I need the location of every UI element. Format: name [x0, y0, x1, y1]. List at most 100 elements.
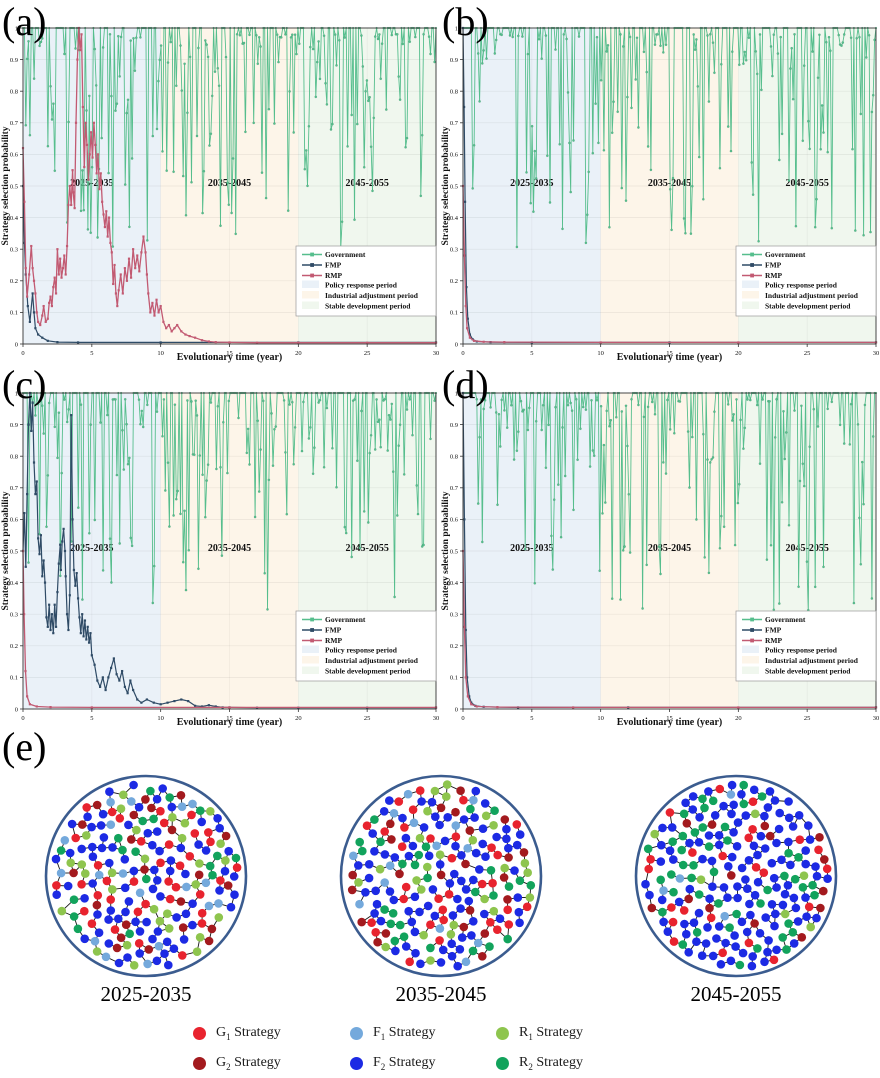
svg-text:0.1: 0.1	[10, 675, 18, 682]
f2-strategy-dot	[350, 1056, 363, 1070]
svg-text:0.6: 0.6	[10, 152, 19, 159]
svg-text:0: 0	[15, 706, 18, 713]
svg-text:0.5: 0.5	[450, 548, 458, 555]
svg-text:Evolutionary time (year): Evolutionary time (year)	[177, 352, 283, 363]
svg-text:Policy response period: Policy response period	[325, 646, 398, 655]
svg-text:0.9: 0.9	[450, 422, 458, 429]
r2-strategy-dot	[496, 1056, 509, 1070]
svg-text:Stable development period: Stable development period	[325, 667, 411, 676]
svg-text:Stable development period: Stable development period	[765, 667, 851, 676]
svg-text:Government: Government	[765, 250, 806, 259]
svg-text:0.7: 0.7	[10, 120, 19, 127]
network-period-label: 2025-2035	[100, 982, 192, 1006]
svg-text:25: 25	[804, 715, 811, 722]
svg-text:Evolutionary time (year): Evolutionary time (year)	[177, 717, 283, 728]
svg-text:2035-2045: 2035-2045	[208, 543, 251, 554]
svg-text:0.2: 0.2	[10, 643, 18, 650]
strategy-legend-item-g2: G2 Strategy	[193, 1054, 281, 1072]
svg-text:0: 0	[461, 715, 464, 722]
svg-text:30: 30	[873, 715, 880, 722]
svg-text:0.4: 0.4	[10, 215, 19, 222]
svg-text:RMP: RMP	[325, 271, 342, 280]
svg-text:20: 20	[735, 715, 742, 722]
svg-text:FMP: FMP	[765, 261, 782, 270]
panel-letter-c: (c)	[2, 362, 47, 407]
svg-text:2025-2035: 2025-2035	[510, 543, 553, 554]
svg-text:0.4: 0.4	[10, 580, 19, 587]
panel-letter-b: (b)	[442, 0, 489, 44]
svg-text:0.4: 0.4	[450, 580, 459, 587]
svg-text:0.8: 0.8	[450, 454, 458, 461]
svg-text:Strategy selection probability: Strategy selection probability	[1, 126, 11, 245]
svg-text:2045-2055: 2045-2055	[345, 543, 388, 554]
panel-c: (c) 2025-2035 2035-2045 2045-2055 0 5 10 15 20 2…	[0, 365, 440, 730]
svg-text:0.7: 0.7	[10, 485, 19, 492]
svg-text:15: 15	[666, 715, 673, 722]
svg-text:0: 0	[461, 350, 464, 357]
svg-text:30: 30	[433, 350, 440, 357]
panel-a: (a) 2025-2035 2035-2045 2045-2055 0 5 10 15 20 2…	[0, 0, 440, 365]
svg-text:15: 15	[666, 350, 673, 357]
svg-text:0.7: 0.7	[450, 485, 459, 492]
svg-text:RMP: RMP	[765, 271, 782, 280]
f1-strategy-dot	[350, 1026, 363, 1040]
svg-text:0.3: 0.3	[450, 612, 458, 619]
svg-text:10: 10	[157, 350, 164, 357]
svg-text:0.6: 0.6	[450, 152, 459, 159]
svg-text:0: 0	[15, 341, 18, 348]
svg-text:0.1: 0.1	[450, 675, 458, 682]
svg-text:25: 25	[804, 350, 811, 357]
network-period-label: 2045-2055	[690, 982, 782, 1006]
network-2035-2045-svg	[339, 774, 543, 978]
panel-b: (b) 2025-2035 2035-2045 2045-2055 0 5 10 15 20 2…	[440, 0, 880, 365]
svg-text:RMP: RMP	[325, 636, 342, 645]
svg-text:10: 10	[157, 715, 164, 722]
svg-text:Government: Government	[325, 615, 366, 624]
svg-text:0.8: 0.8	[450, 89, 458, 96]
svg-text:2025-2035: 2025-2035	[70, 543, 113, 554]
svg-text:1: 1	[455, 25, 458, 32]
svg-text:RMP: RMP	[765, 636, 782, 645]
svg-text:15: 15	[226, 350, 233, 357]
svg-text:0: 0	[455, 341, 458, 348]
svg-text:2035-2045: 2035-2045	[648, 178, 691, 189]
strategy-legend-label: R2 Strategy	[519, 1054, 583, 1072]
svg-text:Policy response period: Policy response period	[765, 646, 838, 655]
svg-text:0.9: 0.9	[10, 422, 18, 429]
strategy-legend-item-g1: G1 Strategy	[193, 1024, 281, 1042]
svg-text:Government: Government	[325, 250, 366, 259]
svg-text:0.1: 0.1	[10, 310, 18, 317]
strategy-legend-item-r2: R2 Strategy	[496, 1054, 583, 1072]
svg-text:0.5: 0.5	[450, 183, 458, 190]
svg-text:0.6: 0.6	[450, 517, 459, 524]
svg-text:30: 30	[433, 715, 440, 722]
svg-text:0.2: 0.2	[450, 278, 458, 285]
network-2025-2035-svg	[44, 774, 248, 978]
svg-text:Strategy selection probability: Strategy selection probability	[441, 126, 451, 245]
g2-strategy-dot	[193, 1056, 206, 1070]
svg-text:2025-2035: 2025-2035	[510, 178, 553, 189]
network-2025-2035	[0, 750, 292, 982]
strategy-legend-label: R1 Strategy	[519, 1024, 583, 1042]
svg-text:30: 30	[873, 350, 880, 357]
panel-d: (d) 2025-2035 2035-2045 2045-2055 0 5 10 15 20 2…	[440, 365, 880, 730]
svg-text:Industrial adjustment period: Industrial adjustment period	[325, 656, 419, 665]
svg-text:1: 1	[455, 390, 458, 397]
svg-text:0.2: 0.2	[450, 643, 458, 650]
svg-text:Stable development period: Stable development period	[765, 302, 851, 311]
svg-text:0.3: 0.3	[10, 612, 18, 619]
svg-text:0.3: 0.3	[10, 247, 18, 254]
svg-text:FMP: FMP	[325, 261, 342, 270]
strategy-legend-label: F2 Strategy	[373, 1054, 436, 1072]
svg-text:Evolutionary time (year): Evolutionary time (year)	[617, 717, 723, 728]
svg-text:0.9: 0.9	[10, 57, 18, 64]
svg-text:0.4: 0.4	[450, 215, 459, 222]
svg-text:2035-2045: 2035-2045	[208, 178, 251, 189]
svg-text:5: 5	[530, 715, 533, 722]
svg-text:0.3: 0.3	[450, 247, 458, 254]
svg-text:Industrial adjustment period: Industrial adjustment period	[765, 656, 859, 665]
svg-text:10: 10	[597, 350, 604, 357]
svg-text:Stable development period: Stable development period	[325, 302, 411, 311]
